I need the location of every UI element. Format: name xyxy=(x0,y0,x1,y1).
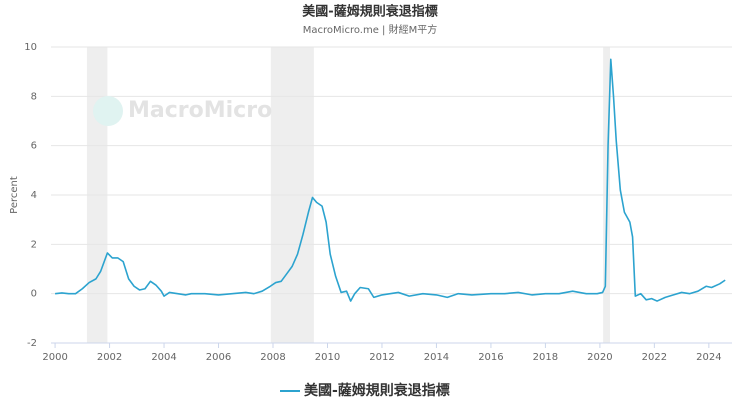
y-tick-label: -2 xyxy=(27,338,37,349)
chart-subtitle: MacroMicro.me | 財經M平方 xyxy=(303,23,437,36)
y-tick-label: 4 xyxy=(31,190,37,201)
x-tick-label: 2006 xyxy=(206,352,231,363)
watermark-logo xyxy=(93,96,123,126)
x-tick-label: 2008 xyxy=(260,352,285,363)
series-line xyxy=(55,58,726,302)
x-tick-label: 2018 xyxy=(533,352,558,363)
x-tick-label: 2000 xyxy=(42,352,67,363)
x-tick-label: 2010 xyxy=(315,352,340,363)
watermark: MacroMicro xyxy=(128,98,272,123)
x-tick-label: 2012 xyxy=(369,352,394,363)
x-tick-label: 2014 xyxy=(424,352,449,363)
y-tick-label: 2 xyxy=(31,239,37,250)
y-tick-label: 6 xyxy=(31,141,37,152)
plot-background xyxy=(51,46,732,344)
x-tick-label: 2004 xyxy=(151,352,176,363)
x-tick-label: 2016 xyxy=(478,352,503,363)
x-tick-label: 2024 xyxy=(696,352,721,363)
y-tick-label: 0 xyxy=(31,289,37,300)
y-axis-label: Percent xyxy=(9,176,20,214)
y-tick-label: 8 xyxy=(31,91,37,102)
x-tick-label: 2020 xyxy=(587,352,612,363)
chart-title: 美國-薩姆規則衰退指標 xyxy=(302,4,437,20)
x-tick-label: 2022 xyxy=(642,352,667,363)
x-tick-label: 2002 xyxy=(97,352,122,363)
y-tick-label: 10 xyxy=(24,42,37,53)
legend-label[interactable]: 美國-薩姆規則衰退指標 xyxy=(304,382,450,399)
